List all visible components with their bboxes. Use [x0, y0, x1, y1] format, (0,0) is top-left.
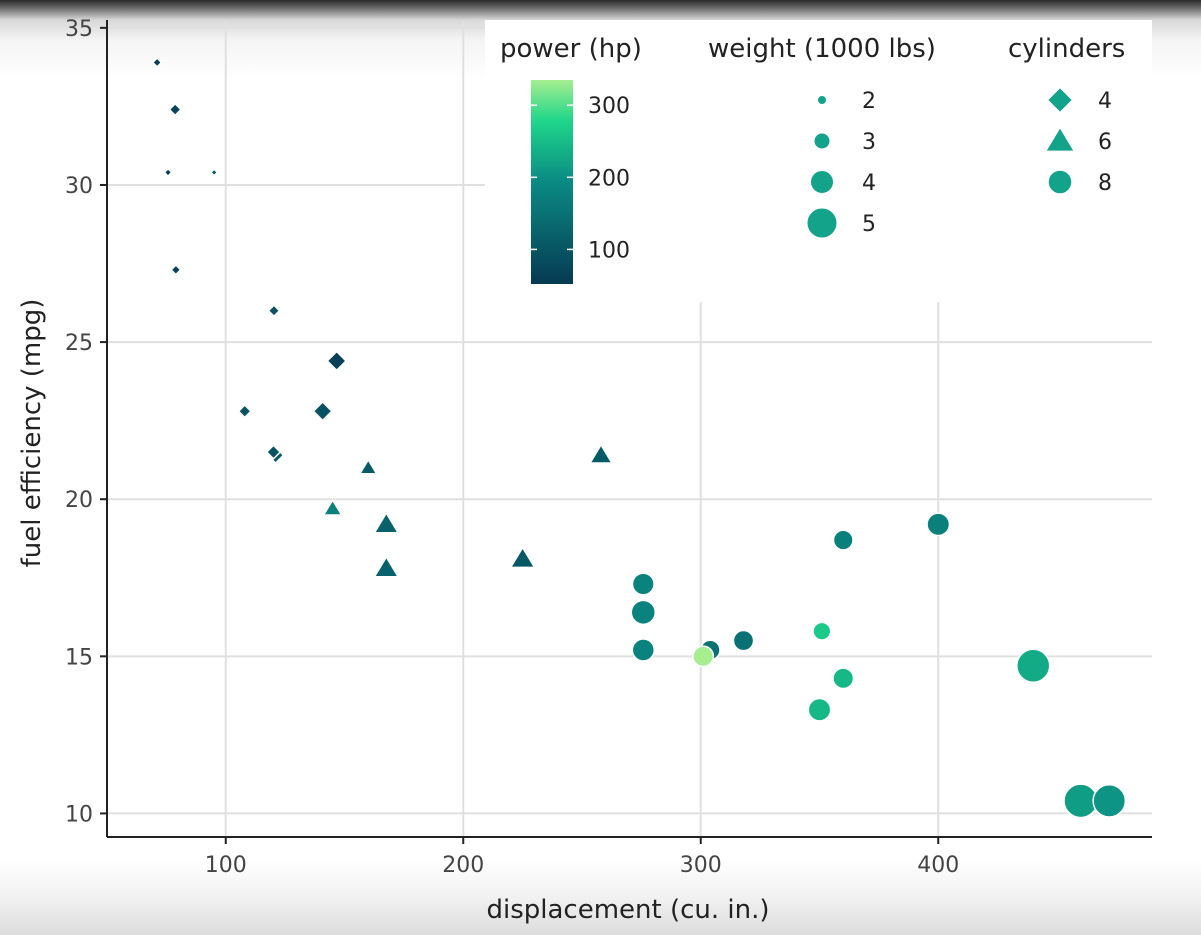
data-point: [1016, 648, 1051, 683]
legend-power: power (hp) 100 200 300: [500, 34, 642, 284]
y-tick-label: 35: [65, 17, 93, 42]
x-tick-label: 400: [917, 853, 959, 878]
x-tick-label: 100: [205, 853, 247, 878]
legend-power-title: power (hp): [500, 34, 642, 64]
data-point: [373, 511, 400, 534]
x-axis-label: displacement (cu. in.): [486, 895, 769, 925]
data-point: [926, 512, 951, 537]
data-point: [631, 572, 655, 596]
data-point: [509, 546, 536, 569]
data-point: [168, 102, 182, 117]
shape-legend-label: 4: [1098, 89, 1112, 114]
legend-weight-title: weight (1000 lbs): [708, 34, 936, 64]
data-point: [322, 498, 343, 516]
size-legend-key: [816, 94, 828, 106]
data-point: [237, 403, 252, 419]
colorbar-label: 300: [588, 94, 630, 119]
colorbar-label: 100: [588, 238, 630, 263]
size-legend-label: 5: [862, 212, 876, 237]
x-tick-label: 200: [442, 853, 484, 878]
data-points: [151, 56, 1127, 819]
size-legend-key: [813, 132, 831, 150]
grid-lines: [107, 20, 1152, 837]
y-tick-label: 20: [65, 488, 93, 513]
shape-legend-key: [1044, 125, 1076, 153]
shape-legend-label: 8: [1098, 171, 1112, 196]
y-tick-label: 30: [65, 174, 93, 199]
size-legend-key: [806, 207, 838, 239]
legend: power (hp) 100 200 300 weight (1000 lbs) 2…: [500, 34, 1125, 284]
y-axis-label: fuel efficiency (mpg): [17, 299, 47, 568]
y-tick-label: 15: [65, 645, 93, 670]
data-point: [265, 444, 282, 460]
legend-cylinders: cylinders 4 6 8: [1008, 34, 1125, 196]
data-point: [1092, 783, 1127, 818]
shape-legend-items: 4 6 8: [1044, 86, 1112, 196]
data-point: [326, 350, 348, 372]
data-point: [163, 167, 173, 178]
data-point: [151, 56, 163, 68]
power-colorbar: [531, 80, 573, 284]
data-point: [267, 304, 281, 318]
data-point: [732, 629, 755, 652]
y-tick-label: 25: [65, 331, 93, 356]
size-legend-items: 2 3 4 5: [806, 89, 876, 239]
data-point: [312, 400, 333, 422]
data-point: [209, 168, 219, 177]
data-point: [832, 529, 854, 551]
shape-legend-label: 6: [1098, 130, 1112, 155]
legend-background: [485, 20, 1152, 302]
colorbar-label: 200: [588, 166, 630, 191]
data-point: [807, 697, 832, 722]
data-point: [588, 443, 614, 464]
data-point: [630, 599, 657, 626]
size-legend-label: 2: [862, 89, 876, 114]
size-legend-label: 3: [862, 130, 876, 155]
shape-legend-key: [1047, 169, 1073, 195]
data-point: [692, 645, 715, 668]
colorbar-ticks: 100 200 300: [531, 94, 630, 263]
data-point: [812, 621, 832, 641]
size-legend-key: [809, 169, 835, 195]
data-point: [832, 667, 855, 690]
y-tick-label: 10: [65, 802, 93, 827]
data-point: [358, 458, 378, 475]
size-legend-label: 4: [862, 171, 876, 196]
legend-cylinders-title: cylinders: [1008, 34, 1125, 64]
data-point: [631, 638, 656, 662]
data-point: [373, 555, 400, 578]
shape-legend-key: [1046, 86, 1074, 114]
legend-weight: weight (1000 lbs) 2 3 4 5: [708, 34, 936, 239]
data-point: [170, 264, 182, 276]
x-tick-label: 300: [680, 853, 722, 878]
